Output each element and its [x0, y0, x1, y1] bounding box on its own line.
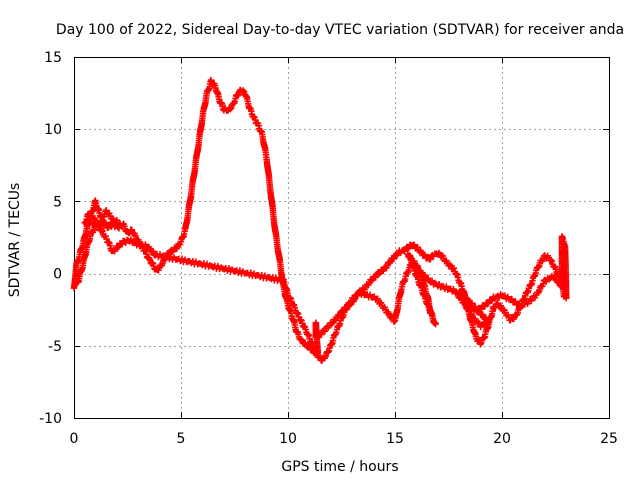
axis-ticks: 0 5 10 15 20 25 -10 -5 0 5 10 15	[39, 50, 618, 447]
data-point	[375, 270, 383, 278]
data-point	[106, 210, 113, 217]
data-point	[552, 274, 559, 281]
y-tick-label: 10	[44, 122, 62, 138]
data-point	[369, 276, 376, 284]
x-tick-label: 10	[279, 431, 297, 447]
data-point	[468, 312, 476, 319]
data-point	[149, 248, 157, 255]
data-point	[227, 105, 234, 113]
data-point	[155, 266, 162, 274]
data-point	[390, 255, 398, 263]
x-tick-label: 5	[177, 431, 186, 447]
data-point	[98, 226, 105, 234]
data-point	[404, 245, 412, 252]
y-tick-label: 0	[53, 267, 62, 283]
data-point	[236, 267, 244, 274]
data-point	[118, 241, 126, 248]
series-main	[70, 76, 568, 364]
plot-frame	[74, 57, 610, 419]
data-point	[450, 265, 458, 272]
y-tick-label: 15	[44, 50, 62, 66]
data-point	[421, 272, 429, 279]
data-point	[336, 312, 344, 319]
data-point	[497, 302, 505, 309]
x-tick-label: 15	[386, 431, 404, 447]
data-point	[102, 207, 110, 214]
data-point	[351, 296, 358, 303]
y-tick-label: -5	[48, 339, 62, 355]
data-point	[484, 319, 492, 327]
y-axis-label: SDTVAR / TECUs	[7, 183, 23, 298]
data-point	[314, 334, 322, 341]
data-point	[342, 305, 350, 312]
data-point	[173, 245, 180, 253]
data-point	[228, 104, 235, 112]
data-point	[492, 304, 499, 311]
data-point	[297, 336, 305, 343]
data-point	[322, 352, 329, 360]
data-point	[421, 251, 429, 259]
data-point	[114, 244, 122, 251]
data-point	[427, 256, 434, 263]
data-point	[477, 311, 484, 319]
x-tick-label: 25	[600, 431, 618, 447]
data-point	[475, 319, 482, 326]
data-point	[328, 320, 335, 328]
data-point	[178, 255, 186, 262]
series-secondary	[75, 210, 570, 357]
data-point	[414, 244, 421, 251]
chart-title: Day 100 of 2022, Sidereal Day-to-day VTE…	[56, 22, 624, 38]
data-point	[146, 256, 153, 263]
data-point	[149, 259, 156, 267]
data-point	[315, 352, 323, 360]
data-point	[99, 228, 106, 235]
data-point	[510, 315, 517, 323]
data-point	[235, 91, 242, 99]
x-tick-label: 0	[70, 431, 79, 447]
data-point	[346, 302, 353, 309]
data-point	[387, 258, 394, 265]
grid-lines	[74, 57, 609, 418]
data-point	[372, 274, 379, 281]
data-point	[234, 92, 241, 99]
data-point	[332, 316, 340, 324]
data-series	[70, 76, 570, 364]
data-point	[380, 267, 387, 275]
data-point	[539, 256, 547, 263]
data-point	[508, 295, 515, 303]
x-axis-label: GPS time / hours	[281, 459, 398, 475]
y-tick-label: 5	[53, 194, 62, 210]
data-point	[512, 298, 519, 305]
data-point	[563, 294, 570, 302]
x-tick-label: 20	[493, 431, 511, 447]
data-point	[167, 253, 175, 260]
y-tick-label: -10	[39, 411, 62, 427]
data-point	[95, 223, 103, 230]
data-point	[298, 336, 306, 344]
data-point	[318, 331, 325, 338]
data-point	[207, 76, 215, 84]
data-point	[247, 269, 255, 276]
